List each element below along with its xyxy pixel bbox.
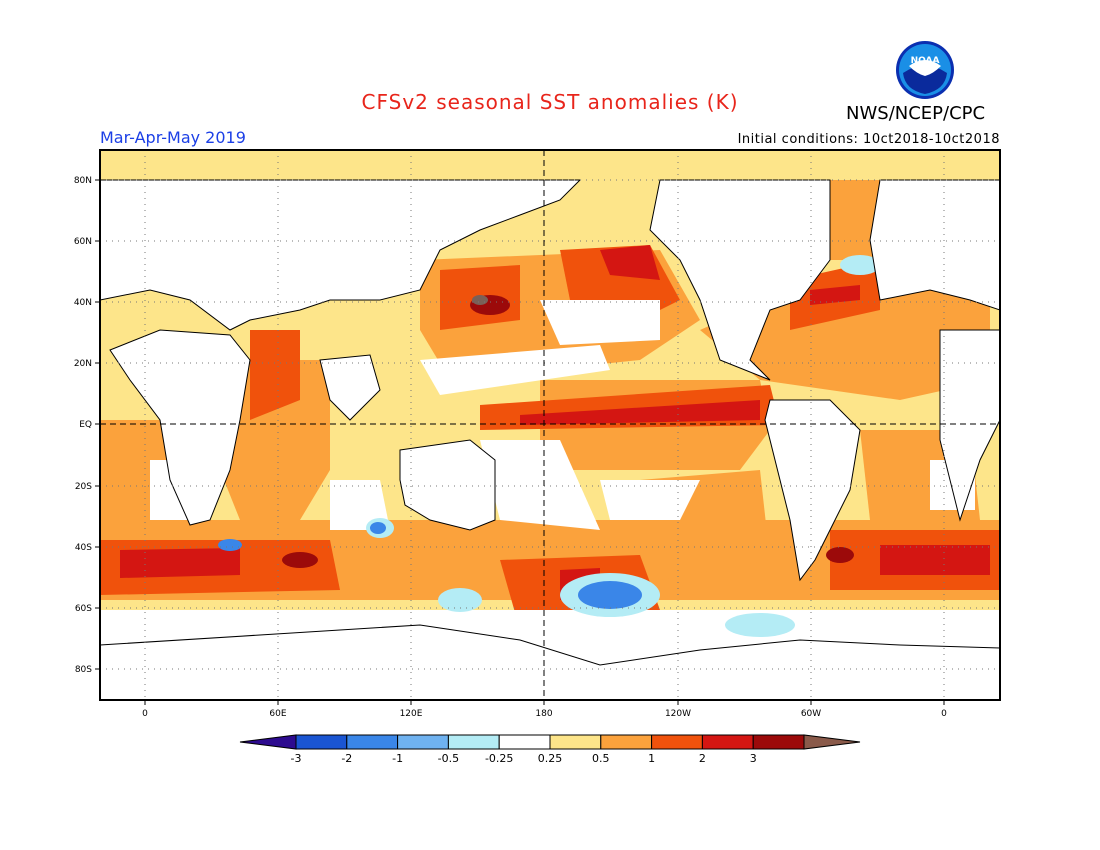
colorbar-swatch — [549, 734, 602, 750]
lat-tick-label: 60S — [75, 604, 92, 614]
colorbar-swatch — [397, 734, 449, 750]
reference-lines — [100, 150, 1000, 700]
lon-tick-label: 0 — [941, 709, 947, 719]
lat-tick-label: 80S — [75, 665, 92, 675]
lat-tick-label: 80N — [74, 176, 92, 186]
colorbar-swatch — [346, 734, 399, 750]
noaa-logo-text: NOAA — [911, 56, 940, 66]
colorbar-swatch — [651, 734, 703, 750]
colorbar-tick-label: -1 — [392, 752, 403, 765]
colorbar-swatch — [701, 734, 754, 750]
lon-tick-label: 120E — [400, 709, 423, 719]
lat-tick-label: 20S — [75, 482, 92, 492]
tick-marks — [95, 179, 945, 705]
lat-tick-label: 40N — [74, 298, 92, 308]
chart-title: CFSv2 seasonal SST anomalies (K) — [361, 90, 739, 114]
colorbar-tick-label: 0.25 — [538, 752, 563, 765]
colorbar-swatch-high-extension — [803, 734, 861, 750]
colorbar-tick-label: 3 — [750, 752, 757, 765]
colorbar-tick-label: -0.25 — [485, 752, 513, 765]
lon-tick-label: 180 — [535, 709, 552, 719]
map-frame — [99, 149, 1001, 701]
colorbar-tick-label: -3 — [291, 752, 302, 765]
anomaly-field-red — [120, 245, 990, 600]
colorbar-tick-label: -2 — [341, 752, 352, 765]
colorbar-swatch-low-extension — [239, 734, 297, 750]
colorbar-tick-label: 1 — [648, 752, 655, 765]
colorbar-swatch — [295, 734, 348, 750]
lon-tick-label: 0 — [142, 709, 148, 719]
noaa-logo: NOAA — [896, 41, 954, 99]
map-gridlines — [100, 150, 1000, 700]
colorbar-swatch — [498, 734, 551, 750]
lon-tick-label: 120W — [665, 709, 691, 719]
lat-tick-label: EQ — [79, 420, 92, 430]
organization-label: NWS/NCEP/CPC — [846, 103, 986, 124]
colorbar-swatch — [600, 734, 653, 750]
lat-tick-label: 20N — [74, 359, 92, 369]
lat-tick-label: 60N — [74, 237, 92, 247]
colorbar-tick-label: -0.5 — [438, 752, 459, 765]
colorbar-tick-label: 2 — [699, 752, 706, 765]
lon-tick-label: 60W — [801, 709, 821, 719]
lat-tick-label: 40S — [75, 543, 92, 553]
season-label: Mar-Apr-May 2019 — [100, 128, 246, 147]
lon-tick-label: 60E — [269, 709, 286, 719]
colorbar-tick-label: 0.5 — [592, 752, 610, 765]
colorbar-swatch — [752, 734, 805, 750]
colorbar-swatch — [447, 734, 500, 750]
initial-conditions-label: Initial conditions: 10ct2018-10ct2018 — [737, 132, 1000, 147]
